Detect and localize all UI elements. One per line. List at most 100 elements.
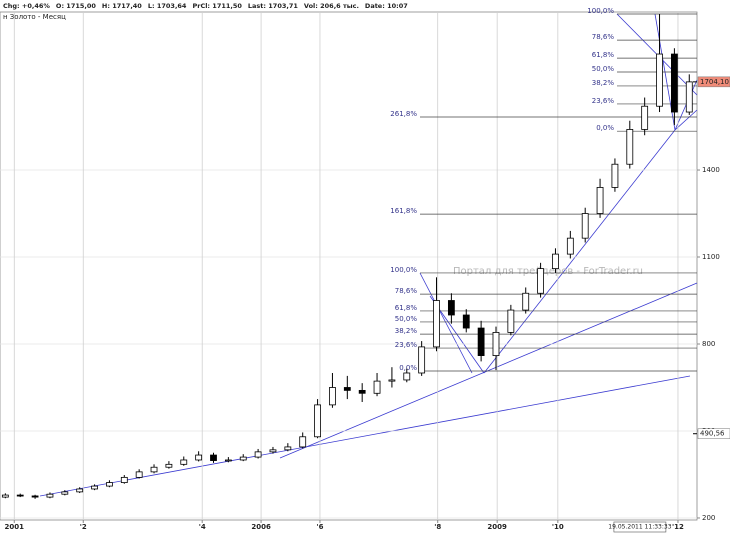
y-tick-label: 800 (702, 340, 715, 348)
fib-label: 78,6% (395, 287, 418, 295)
fib-label: 38,2% (592, 79, 615, 87)
candle-body (329, 387, 336, 406)
candle-body (477, 327, 485, 356)
y-tick-label: 1400 (702, 166, 720, 174)
x-tick-label: '10 (552, 523, 564, 531)
fib-label: 0,0% (596, 124, 614, 132)
candle-body (180, 459, 188, 465)
candle-body (656, 53, 663, 107)
header-item: Last: 1703,71 (248, 2, 298, 10)
candle-body (120, 476, 128, 483)
y-tick-label: 1100 (702, 253, 720, 261)
trend-lines (39, 13, 698, 497)
candle-body (522, 292, 530, 311)
trend-line (39, 375, 691, 497)
candle-body (418, 346, 426, 374)
candle-body (61, 491, 69, 495)
x-tick-label: '6 (316, 523, 323, 531)
candle-body (492, 331, 500, 356)
y-tick-label: 200 (702, 514, 715, 522)
candle-body (403, 372, 411, 381)
fib-label: 161,8% (390, 207, 417, 215)
candle-body (239, 456, 247, 461)
header-item: Chg: +0,46% (3, 2, 50, 10)
candle-body (388, 379, 396, 382)
candle-body (76, 488, 84, 493)
candle-body (210, 454, 217, 461)
candle-body (507, 309, 515, 333)
candle-body (566, 237, 574, 255)
candle-body (462, 314, 470, 329)
candle-body (269, 449, 277, 453)
candle-body (358, 389, 366, 394)
last-price-box (697, 76, 730, 88)
candle-body (46, 493, 54, 498)
header-item: L: 1703,64 (148, 2, 187, 10)
candle-body (31, 495, 39, 498)
candle-body (314, 404, 321, 438)
header-item: O: 1715,00 (56, 2, 96, 10)
fib-label: 23,6% (592, 97, 615, 105)
header-item: H: 1717,40 (102, 2, 142, 10)
candle-body (195, 454, 203, 461)
fib-label: 61,8% (592, 51, 615, 59)
fib-label: 100,0% (587, 7, 614, 15)
fib-label: 38,2% (395, 327, 418, 335)
trend-line (279, 282, 698, 459)
header-item: Date: 10:07 (365, 2, 408, 10)
candle-body (165, 463, 173, 468)
cursor-date-box (613, 521, 667, 533)
candle-body (433, 300, 440, 348)
fib-label: 50,0% (395, 315, 418, 323)
fib-label: 0,0% (399, 364, 417, 372)
watermark: Портал для трейдеров - ForTrader.ru (453, 266, 643, 277)
trend-line (483, 129, 676, 374)
candle-body (91, 485, 98, 490)
candle-body (626, 129, 634, 165)
candle-body (224, 459, 232, 462)
trend-line (419, 272, 473, 374)
x-tick-label: '12 (672, 523, 684, 531)
candle-body (135, 471, 143, 478)
candle-body (299, 436, 307, 448)
price-marker-label: 490,56 (700, 430, 725, 438)
plot-frame (0, 11, 698, 521)
fib-label: 61,8% (395, 304, 418, 312)
candle-body (685, 81, 693, 113)
candle-body (106, 482, 113, 487)
candle-body (581, 213, 589, 239)
candle-body (611, 163, 619, 188)
x-tick-label: '2 (80, 523, 87, 531)
price-marker-box (697, 428, 730, 439)
fib-label: 50,0% (592, 65, 615, 73)
candle-body (447, 300, 455, 316)
candle-body (641, 105, 649, 130)
x-tick-label: 2009 (487, 523, 507, 531)
cursor-date-label: 19.05.2011 11:33:33 (608, 524, 671, 531)
x-tick-label: '8 (434, 523, 441, 531)
candle-body (16, 494, 24, 497)
candle-body (150, 466, 158, 473)
header-item: Vol: 206,6 тыс. (304, 2, 359, 10)
candle-body (537, 268, 544, 294)
fib-label: 23,6% (395, 341, 418, 349)
candle-body (284, 446, 292, 451)
x-tick-label: 2006 (251, 523, 271, 531)
fib-label: 261,8% (390, 110, 417, 118)
candle-body (552, 253, 559, 270)
fib-label: 78,6% (592, 33, 615, 41)
candle-body (1, 494, 9, 498)
candle-body (671, 53, 678, 113)
instrument-label: н Золото - Месяц (3, 13, 66, 21)
candle-body (373, 380, 381, 394)
candle-body (254, 451, 262, 458)
x-tick-label: 2001 (5, 523, 25, 531)
trend-line (674, 109, 698, 131)
candle-body (343, 387, 351, 391)
last-price-label: 1704,10 (700, 78, 729, 86)
header-item: PrCl: 1711,50 (192, 2, 242, 10)
x-tick-label: '4 (199, 523, 206, 531)
candle-body (596, 187, 604, 214)
fib-label: 100,0% (390, 266, 417, 274)
